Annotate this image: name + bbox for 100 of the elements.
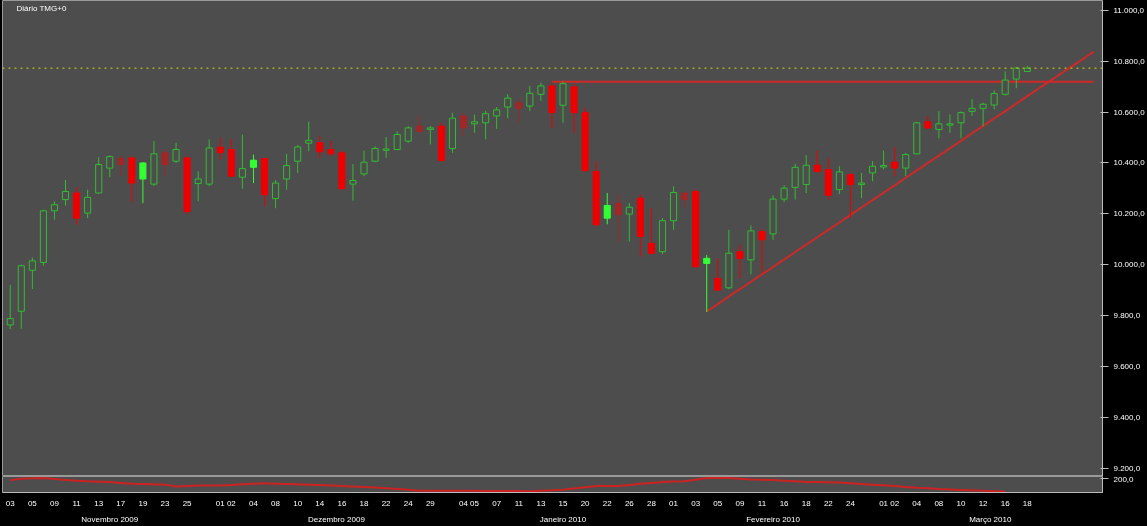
- candlestick: [791, 163, 799, 201]
- x-tick-label: 16: [337, 498, 347, 508]
- x-tick-label: 02: [226, 498, 237, 508]
- x-tick-label: 05: [470, 498, 480, 508]
- candlestick: [869, 160, 877, 182]
- candlestick: [647, 207, 655, 256]
- x-tick-label: 03: [5, 498, 16, 508]
- x-tick-label: 28: [647, 498, 657, 508]
- x-tick-label: 14: [315, 498, 325, 508]
- chart-title: Diário TMG+0: [16, 3, 67, 13]
- candlestick: [283, 153, 291, 191]
- x-tick-label: 12: [978, 498, 989, 508]
- x-tick-label: 13: [94, 498, 104, 508]
- candlestick: [194, 170, 202, 202]
- x-tick-label: 24: [845, 498, 856, 508]
- candlestick: [238, 134, 246, 190]
- x-tick-label: 08: [271, 498, 281, 508]
- candlestick: [28, 257, 36, 290]
- x-tick-label: 17: [116, 498, 126, 508]
- candlestick: [139, 161, 147, 204]
- candlestick: [349, 163, 357, 202]
- candlestick: [515, 98, 523, 124]
- x-tick-label: 05: [713, 498, 723, 508]
- x-tick-label: 22: [602, 498, 613, 508]
- y-tick-label: 10.600,0: [1113, 107, 1146, 117]
- text: 200,0: [1113, 475, 1135, 485]
- text: Janeiro 2010: [539, 514, 587, 524]
- x-tick-label: 01: [215, 498, 226, 508]
- candlestick: [493, 106, 501, 130]
- x-tick-label: 18: [359, 498, 370, 508]
- candlestick: [172, 142, 180, 164]
- x-tick-label: 18: [1022, 498, 1033, 508]
- candlestick: [459, 112, 468, 137]
- x-tick-label: 20: [580, 498, 591, 508]
- candlestick: [802, 154, 810, 194]
- candlestick: [758, 228, 766, 274]
- candlestick: [979, 102, 987, 127]
- candlestick: [968, 98, 976, 117]
- candlestick: [305, 121, 313, 152]
- y-tick-label: 9.400,0: [1113, 412, 1141, 422]
- candlestick: [902, 152, 910, 177]
- candlestick: [891, 146, 899, 177]
- x-tick-label: 04: [912, 498, 922, 508]
- y-tick-label: 10.200,0: [1113, 209, 1146, 219]
- x-tick-label: 23: [160, 498, 171, 508]
- x-tick-label: 16: [779, 498, 790, 508]
- candlestick: [504, 93, 512, 119]
- candlestick: [294, 144, 302, 174]
- candlestick: [471, 113, 479, 134]
- candlestick: [537, 82, 545, 102]
- x-tick-label: 05: [27, 498, 38, 508]
- x-tick-label: 22: [381, 498, 392, 508]
- y-tick-label: 10.400,0: [1113, 158, 1146, 168]
- candlestick: [603, 192, 611, 225]
- candlestick: [880, 150, 888, 171]
- candlestick: [272, 179, 280, 209]
- candlestick: [50, 200, 58, 221]
- candlestick: [216, 137, 224, 160]
- candlestick: [249, 154, 257, 184]
- x-tick-label: 08: [934, 498, 944, 508]
- candlestick: [835, 165, 843, 195]
- x-tick-label: 01: [669, 498, 679, 508]
- candlestick: [714, 257, 722, 292]
- candlestick: [614, 194, 622, 243]
- candlestick: [117, 154, 125, 177]
- y-tick-label: 9.600,0: [1113, 361, 1141, 371]
- candlestick: [61, 179, 70, 206]
- x-tick-label: 22: [823, 498, 834, 508]
- candlestick: [482, 110, 490, 140]
- candlestick: [6, 284, 14, 330]
- x-tick-label: 15: [558, 498, 568, 508]
- candlestick: [813, 150, 821, 174]
- candlestick: [990, 89, 998, 110]
- x-tick-label: 01: [879, 498, 889, 508]
- candlestick: [625, 202, 633, 243]
- x-tick-label: 09: [50, 498, 60, 508]
- text: Fevereiro 2010: [746, 514, 801, 524]
- candlestick: [382, 136, 390, 159]
- candlestick: [526, 85, 534, 112]
- x-tick-label: 26: [624, 498, 635, 508]
- x-tick-label: 11: [72, 498, 82, 508]
- candlestick: [316, 135, 324, 159]
- text: Novembro 2009: [81, 514, 139, 524]
- x-tick-label: 07: [492, 498, 502, 508]
- x-tick-label: 02: [890, 498, 900, 508]
- x-tick-label: 16: [1000, 498, 1011, 508]
- candlestick: [935, 110, 943, 139]
- x-tick-label: 04: [459, 498, 469, 508]
- candlestick: [106, 154, 114, 178]
- x-tick-label: 29: [425, 498, 436, 508]
- candlestick: [84, 189, 92, 219]
- text: Março 2010: [969, 514, 1012, 524]
- x-tick-label: 25: [182, 498, 193, 508]
- candlestick: [957, 110, 965, 139]
- x-tick-label: 10: [956, 498, 966, 508]
- candlestick: [846, 172, 854, 219]
- candlestick: [857, 172, 866, 199]
- x-tick-label: 04: [249, 498, 259, 508]
- candlestick: [426, 125, 434, 145]
- y-tick-label: 9.200,0: [1113, 463, 1141, 473]
